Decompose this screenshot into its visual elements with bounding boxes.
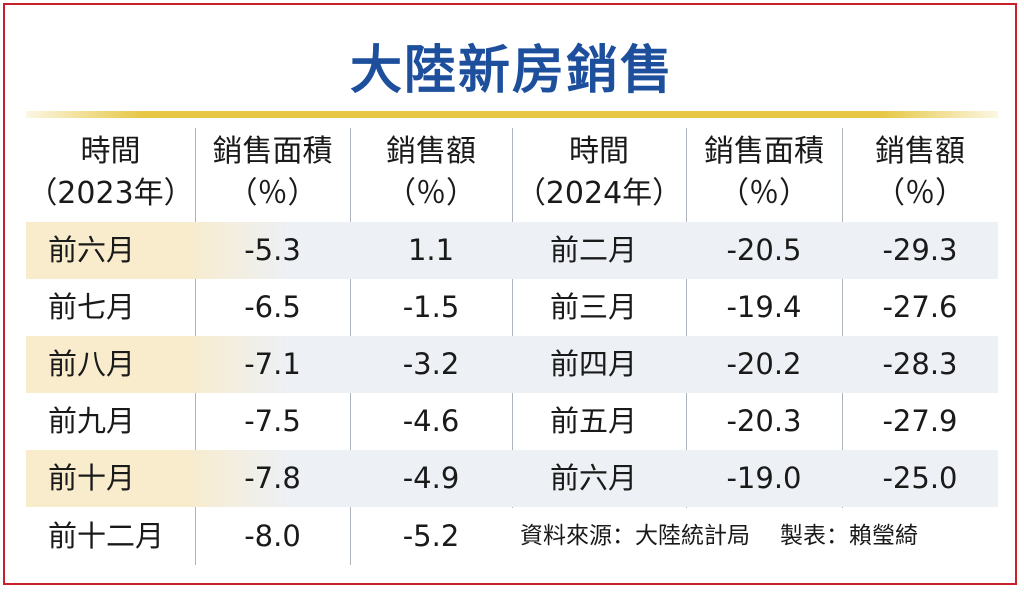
period-2023: 前八月 xyxy=(48,347,136,381)
table-row: 前十二月 -8.0 -5.2 xyxy=(26,508,998,565)
amount-2024-value: -29.3 xyxy=(882,233,958,267)
period-2023: 前十二月 xyxy=(48,519,165,553)
title-underline xyxy=(26,111,998,118)
table-row: 前九月 -7.5 -4.6 前五月 -20.3 -27.9 xyxy=(26,393,998,450)
table-row: 前八月 -7.1 -3.2 前四月 -20.2 -28.3 xyxy=(26,336,998,393)
amount-2023-value: -5.2 xyxy=(402,519,460,553)
amount-2023-value: -4.9 xyxy=(402,461,460,495)
period-2024: 前三月 xyxy=(550,290,638,324)
period-2023: 前七月 xyxy=(48,290,136,324)
area-2024-value: -20.3 xyxy=(726,404,802,438)
header-sublabel: （％） xyxy=(719,176,809,211)
source-note: 資料來源：大陸統計局 製表：賴瑩綺 xyxy=(520,508,918,565)
header-sublabel: （％） xyxy=(875,176,965,211)
header-label: 時間 xyxy=(569,134,629,169)
period-2024: 前五月 xyxy=(550,404,638,438)
table-row: 前十月 -7.8 -4.9 前六月 -19.0 -25.0 xyxy=(26,450,998,507)
area-2023-value: -8.0 xyxy=(244,519,301,553)
header-amount-2023: 銷售額 （％） xyxy=(350,128,512,218)
period-2024: 前四月 xyxy=(550,347,638,381)
amount-2023-value: -3.2 xyxy=(402,347,460,381)
area-2024-value: -19.4 xyxy=(726,290,802,324)
amount-2023-value: -4.6 xyxy=(402,404,460,438)
column-divider xyxy=(512,128,513,508)
header-area-2024: 銷售面積 （％） xyxy=(686,128,842,218)
source-text: 資料來源：大陸統計局 xyxy=(520,523,750,549)
period-2024: 前二月 xyxy=(550,233,638,267)
amount-2023-value: -1.5 xyxy=(402,290,460,324)
credit-text: 製表：賴瑩綺 xyxy=(780,523,918,549)
period-2023: 前十月 xyxy=(48,461,136,495)
area-2023-value: -6.5 xyxy=(244,290,301,324)
header-time-2024: 時間 （2024年） xyxy=(512,128,686,218)
table-row: 前六月 -5.3 1.1 前二月 -20.5 -29.3 xyxy=(26,222,998,279)
header-time-2023: 時間 （2023年） xyxy=(26,128,195,218)
header-label: 銷售額 xyxy=(875,134,965,169)
header-label: 銷售面積 xyxy=(212,134,333,169)
period-2023: 前九月 xyxy=(48,404,136,438)
column-divider xyxy=(842,128,843,508)
amount-2024-value: -27.6 xyxy=(882,290,958,324)
amount-2023-value: 1.1 xyxy=(407,233,455,267)
area-2023-value: -5.3 xyxy=(244,233,301,267)
area-2024-value: -20.2 xyxy=(726,347,802,381)
amount-2024-value: -28.3 xyxy=(882,347,958,381)
chart-title: 大陸新房銷售 xyxy=(349,41,674,101)
header-label: 時間 xyxy=(80,134,141,169)
header-label: 銷售額 xyxy=(386,134,476,169)
area-2024-value: -20.5 xyxy=(726,233,802,267)
header-sublabel: （2023年） xyxy=(27,176,194,211)
header-sublabel: （2024年） xyxy=(515,176,683,211)
period-2023: 前六月 xyxy=(48,233,136,267)
header-sublabel: （％） xyxy=(227,176,318,211)
header-label: 銷售面積 xyxy=(704,134,824,169)
header-area-2023: 銷售面積 （％） xyxy=(195,128,350,218)
column-divider xyxy=(686,128,687,508)
period-2024: 前六月 xyxy=(550,461,638,495)
area-2023-value: -7.8 xyxy=(244,461,301,495)
area-2023-value: -7.1 xyxy=(244,347,301,381)
header-sublabel: （％） xyxy=(386,176,476,211)
amount-2024-value: -27.9 xyxy=(882,404,958,438)
area-2023-value: -7.5 xyxy=(244,404,301,438)
area-2024-value: -19.0 xyxy=(726,461,802,495)
table-row: 前七月 -6.5 -1.5 前三月 -19.4 -27.6 xyxy=(26,279,998,336)
header-amount-2024: 銷售額 （％） xyxy=(842,128,998,218)
amount-2024-value: -25.0 xyxy=(882,461,958,495)
